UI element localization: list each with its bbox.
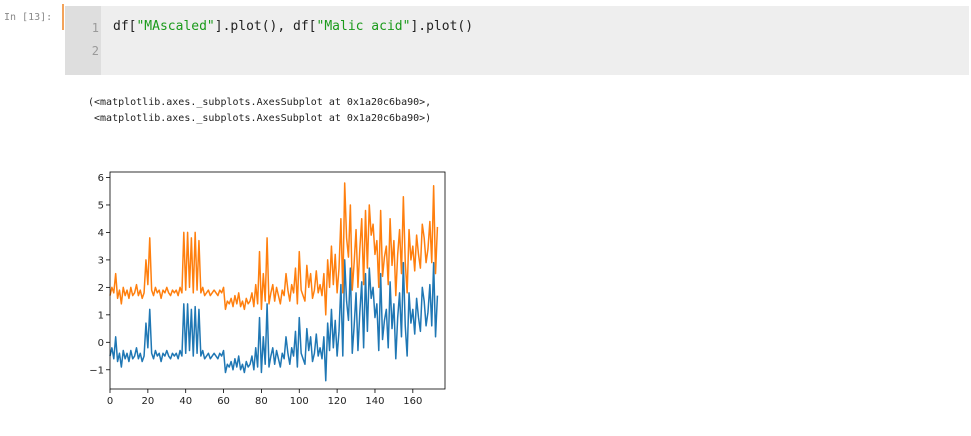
y-tick-label: −1 [89, 365, 104, 376]
code-token: ].plot() [410, 19, 474, 34]
x-tick-label: 100 [290, 396, 309, 407]
series-line-0 [109, 259, 439, 382]
code-token: ].plot(), df[ [214, 19, 317, 34]
output-line: (<matplotlib.axes._subplots.AxesSubplot … [88, 97, 432, 108]
cell-output-text: (<matplotlib.axes._subplots.AxesSubplot … [88, 95, 431, 127]
y-tick-label: 5 [98, 200, 104, 211]
x-tick-label: 0 [107, 396, 113, 407]
x-tick-label: 40 [179, 396, 192, 407]
code-cell[interactable]: In [13]: 1 2 df["MAscaled"].plot(), df["… [0, 0, 971, 75]
plot-frame [109, 171, 446, 390]
code-string: "Malic acid" [316, 19, 411, 34]
y-tick-label: 2 [98, 283, 104, 294]
x-tick-label: 140 [365, 396, 384, 407]
line-number-gutter [65, 6, 101, 75]
line-number: 1 [91, 21, 99, 35]
y-tick-label: 3 [98, 255, 104, 266]
x-tick-label: 20 [141, 396, 154, 407]
y-tick-label: 0 [98, 338, 104, 349]
y-tick-label: 6 [98, 173, 104, 184]
output-line: <matplotlib.axes._subplots.AxesSubplot a… [88, 113, 432, 124]
series-line-1 [109, 182, 439, 316]
code-line[interactable]: df["MAscaled"].plot(), df["Malic acid"].… [113, 19, 473, 34]
x-tick-label: 120 [328, 396, 347, 407]
x-tick-label: 160 [403, 396, 422, 407]
cell-selection-marker [62, 4, 64, 30]
line-chart: 0 20 40 60 80 100 120 140 160 −1 0 1 2 3 4 5 6 [89, 171, 446, 407]
line-number: 2 [91, 44, 99, 58]
x-tick-label: 60 [217, 396, 230, 407]
code-token: df[ [113, 19, 137, 34]
x-tick-label: 80 [255, 396, 268, 407]
code-string: "MAscaled" [136, 19, 215, 34]
code-editor[interactable] [101, 6, 969, 75]
y-tick-label: 4 [98, 228, 104, 239]
cell-prompt: In [13]: [4, 12, 53, 23]
y-tick-label: 1 [98, 310, 104, 321]
